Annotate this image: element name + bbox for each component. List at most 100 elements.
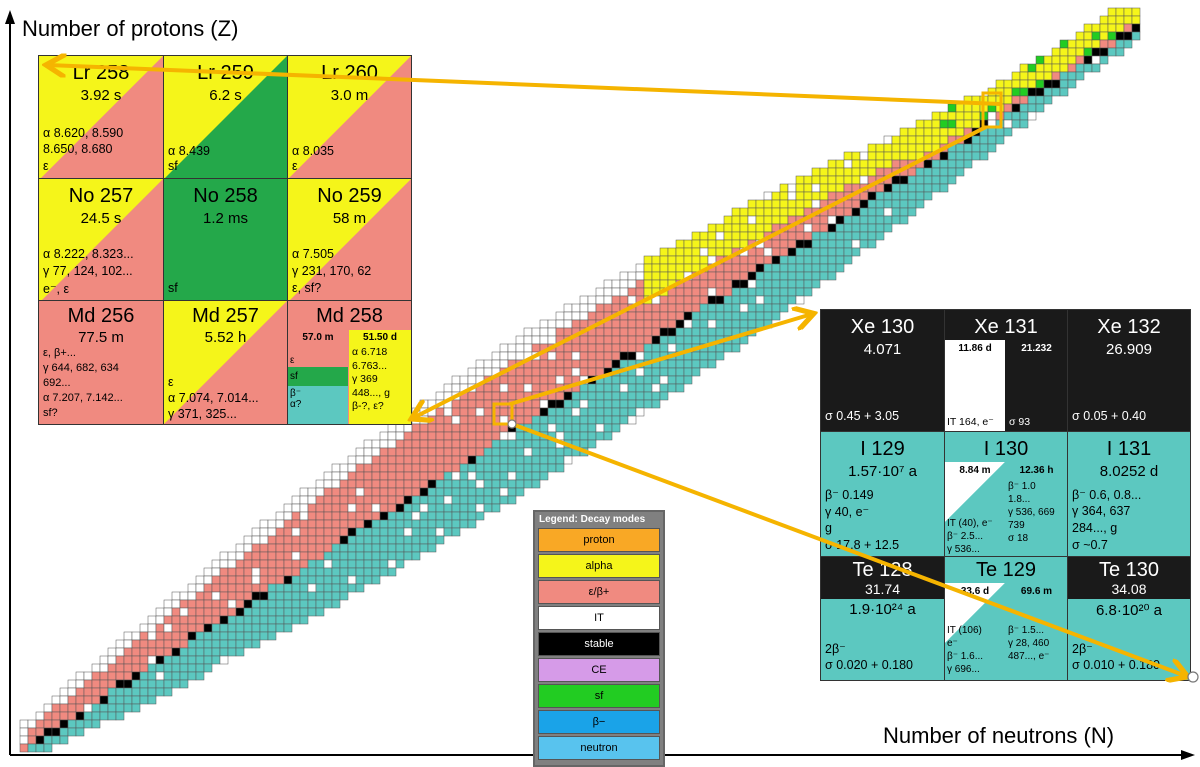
nuclide-cell [571, 303, 581, 313]
nuclide-cell [211, 575, 221, 585]
nuclide-cell [683, 319, 693, 329]
nuclide-cell [363, 495, 373, 505]
nuclide-cell [763, 231, 773, 241]
nuclide-cell [243, 551, 253, 561]
nuclide-cell [1027, 103, 1037, 113]
nuclide-cell [755, 295, 765, 305]
nuclide-cell [451, 503, 461, 513]
nuclide-cell [787, 247, 797, 257]
nuclide-cell [835, 207, 845, 217]
decay-line: 2β⁻ [825, 642, 846, 656]
nuclide-cell [155, 671, 165, 681]
nuclide-cell [699, 287, 709, 297]
nuclide-cell [267, 559, 277, 569]
nuclide-cell [819, 255, 829, 265]
nuclide-cell [219, 647, 229, 657]
nuclide-cell [267, 535, 277, 545]
nuclide-cell [459, 383, 469, 393]
nuclide-cell [331, 511, 341, 521]
nuclide-cell [875, 175, 885, 185]
nuclide-cell [499, 359, 509, 369]
nuclide-cell [771, 303, 781, 313]
nuclide-cell [171, 663, 181, 673]
nuclide-cell [307, 559, 317, 569]
nuclide-cell [427, 447, 437, 457]
nuclide-cell [1051, 79, 1061, 89]
nuclide-cell [587, 343, 597, 353]
nuclide-name: I 130 [983, 438, 1029, 460]
nuclide-cell [803, 207, 813, 217]
nuclide-cell [443, 407, 453, 417]
nuclide-cell [59, 719, 69, 729]
nuclide-cell [107, 671, 117, 681]
nuclide-cell [491, 359, 501, 369]
nuclide-cell [387, 463, 397, 473]
nuclide-name: Md 256 [67, 305, 135, 327]
decay-line: α 8.222, 8.323... [43, 247, 134, 261]
nuclide-cell [563, 335, 573, 345]
nuclide-cell [219, 559, 229, 569]
nuclide-cell [651, 295, 661, 305]
nuclide-cell [171, 639, 181, 649]
nuclide-cell [459, 399, 469, 409]
nuclide-cell [587, 359, 597, 369]
nuclide-cell [891, 143, 901, 153]
nuclide-cell [907, 167, 917, 177]
nuclide-cell [643, 319, 653, 329]
nuclide-cell [427, 511, 437, 521]
nuclide-cell [347, 503, 357, 513]
nuclide-cell [891, 207, 901, 217]
nuclide-cell [603, 351, 613, 361]
nuclide-cell [459, 407, 469, 417]
nuclide-cell [323, 551, 333, 561]
nuclide-cell [475, 503, 485, 513]
nuclide-cell [283, 503, 293, 513]
nuclide-cell [43, 719, 53, 729]
nuclide-cell [379, 535, 389, 545]
nuclide-cell [587, 311, 597, 321]
nuclide-cell [347, 527, 357, 537]
nuclide-cell [387, 511, 397, 521]
nuclide-cell [499, 367, 509, 377]
nuclide-cell [915, 151, 925, 161]
nuclide-cell [339, 583, 349, 593]
nuclide-cell [523, 479, 533, 489]
nuclide-cell [491, 431, 501, 441]
nuclide-cell [507, 479, 517, 489]
nuclide-cell [507, 407, 517, 417]
nuclide-cell [187, 663, 197, 673]
nuclide-cell [635, 375, 645, 385]
nuclide-cell [811, 215, 821, 225]
nuclide-cell [467, 375, 477, 385]
nuclide-cell [587, 439, 597, 449]
nuclide-cell [483, 439, 493, 449]
nuclide-cell [1059, 55, 1069, 65]
nuclide-cell [395, 447, 405, 457]
nuclide-cell [363, 567, 373, 577]
decay-line: β⁻ 1.0 [1008, 481, 1036, 492]
y-axis-arrow-icon [5, 10, 15, 24]
decay-line: β⁻ 0.149 [825, 488, 874, 502]
nuclide-cell [483, 415, 493, 425]
nuclide-cell [963, 111, 973, 121]
nuclide-cell [539, 399, 549, 409]
nuclide-cell [867, 151, 877, 161]
nuclide-cell [323, 583, 333, 593]
nuclide-cell [395, 527, 405, 537]
nuclide-cell [739, 255, 749, 265]
nuclide-cell [83, 719, 93, 729]
nuclide-cell [579, 375, 589, 385]
nuclide-cell [635, 271, 645, 281]
nuclide-cell [123, 695, 133, 705]
nuclide-cell [99, 663, 109, 673]
nuclide-cell [483, 455, 493, 465]
nuclide-cell [611, 327, 621, 337]
nuclide-cell [443, 383, 453, 393]
nuclide-cell [379, 503, 389, 513]
nuclide-cell [27, 743, 37, 753]
nuclide-cell [291, 503, 301, 513]
nuclide-cell [347, 487, 357, 497]
nuclide-cell [139, 687, 149, 697]
nuclide-cell [467, 463, 477, 473]
nuclide-cell [171, 679, 181, 689]
